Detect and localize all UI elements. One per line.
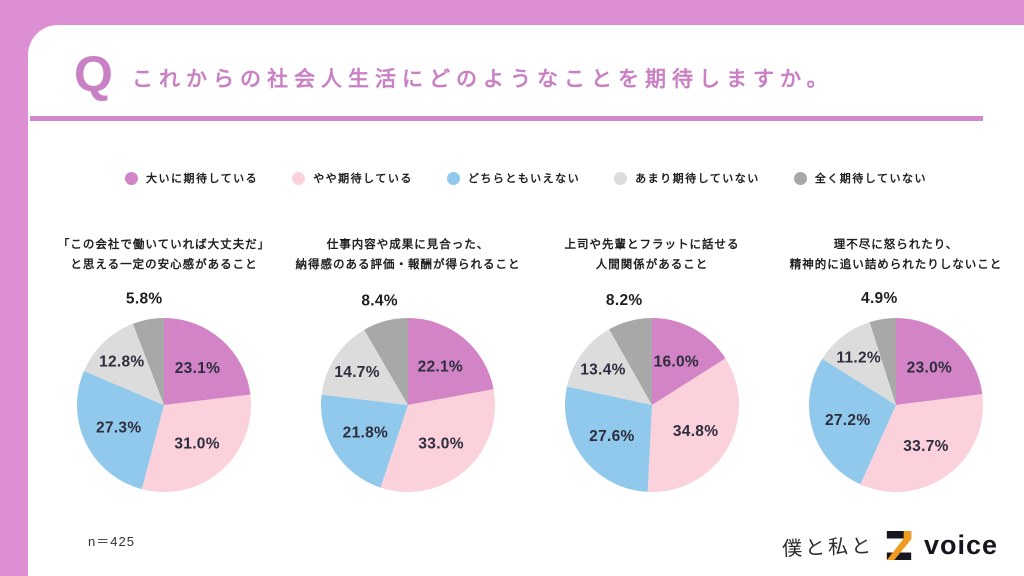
- legend-label: あまり期待していない: [635, 173, 760, 185]
- pie-value-label: 31.0%: [174, 436, 219, 453]
- pie-slice: [132, 318, 164, 405]
- legend-label: どちらともいえない: [467, 173, 581, 185]
- pie-slice: [869, 318, 896, 405]
- legend-dot-neutral: [446, 171, 460, 185]
- legend-item-strongly-expect: 大いに期待している: [125, 170, 258, 186]
- pie-slice: [822, 322, 896, 405]
- pie-slice: [321, 329, 408, 405]
- chart-title-line-1: 「この会社で働いていれば大丈夫だ」: [57, 239, 271, 251]
- pie-chart: 22.1% 33.0% 21.8% 14.7% 8.4%: [321, 292, 495, 492]
- legend-dot-somewhat-expect: [292, 171, 306, 185]
- legend-label: 大いに期待している: [146, 173, 259, 185]
- pie-chart-fair-evaluation: 仕事内容や成果に見合った、 納得感のある評価・報酬が得られること 22.1% 33…: [286, 235, 530, 499]
- legend-item-not-at-all-expect: 全く期待していない: [793, 170, 927, 186]
- pie-value-label: 33.7%: [903, 438, 948, 455]
- legend: 大いに期待している やや期待している どちらともいえない あまり期待していない …: [28, 170, 1024, 186]
- card-content-layer: Q これからの社会人生活にどのようなことを期待しますか。 大いに期待している や…: [28, 25, 1024, 576]
- pie-value-label: 33.0%: [418, 436, 463, 453]
- pie-value-label: 21.8%: [343, 425, 388, 442]
- z-logo-icon: [886, 530, 912, 560]
- pie-value-label: 23.0%: [907, 360, 952, 377]
- pie-slice: [380, 389, 495, 492]
- pie-value-label: 16.0%: [654, 353, 699, 370]
- chart-title: 仕事内容や成果に見合った、 納得感のある評価・報酬が得られること: [296, 235, 521, 277]
- legend-label: 全く期待していない: [814, 173, 927, 185]
- pie-chart-flat-relationships: 上司や先輩とフラットに話せる 人間関係があること 16.0% 34.8% 27.6%…: [530, 235, 774, 499]
- chart-title: 理不尽に怒られたり、 精神的に追い詰められたりしないこと: [790, 235, 1003, 277]
- legend-item-somewhat-expect: やや期待している: [292, 170, 413, 186]
- brand-script-text: 僕と私と: [781, 534, 875, 561]
- pie-slice: [321, 394, 408, 488]
- pie-slice: [647, 358, 740, 493]
- legend-dot-not-at-all-expect: [793, 171, 807, 185]
- pie-value-label: 14.7%: [334, 364, 379, 381]
- legend-item-not-much-expect: あまり期待していない: [614, 170, 760, 186]
- page-title: これからの社会人生活にどのようなことを期待しますか。: [132, 68, 834, 91]
- pie-value-label: 4.9%: [861, 290, 898, 307]
- chart-title-line-2: 納得感のある評価・報酬が得られること: [295, 259, 521, 272]
- pie-value-label: 12.8%: [99, 354, 144, 371]
- chart-title-line-2: 人間関係があること: [595, 259, 709, 272]
- pie-chart: 23.0% 33.7% 27.2% 11.2% 4.9%: [809, 290, 983, 492]
- pie-value-label: 8.2%: [606, 292, 643, 309]
- title-divider: [30, 116, 983, 121]
- pie-slice: [860, 394, 983, 492]
- chart-title-line-1: 上司や先輩とフラットに話せる: [564, 239, 740, 251]
- legend-dot-not-much-expect: [614, 171, 628, 185]
- pie-value-label: 5.8%: [126, 290, 163, 307]
- pie-slice: [83, 323, 164, 405]
- pie-slice: [652, 318, 726, 405]
- pie-chart: 23.1% 31.0% 27.3% 12.8% 5.8%: [76, 290, 251, 493]
- pie-value-label: 11.2%: [836, 349, 881, 366]
- brand-logo: 僕と私と voice: [782, 528, 998, 562]
- pie-value-label: 27.3%: [96, 420, 141, 437]
- pie-slice: [609, 318, 652, 405]
- question-mark-icon: Q: [74, 46, 113, 102]
- pie-value-label: 8.4%: [361, 292, 398, 309]
- chart-title-line-1: 理不尽に怒られたり、: [833, 239, 959, 251]
- pie-slice: [76, 370, 164, 490]
- chart-title-line-2: 精神的に追い詰められたりしないこと: [789, 259, 1003, 272]
- sample-size-label: n＝425: [88, 534, 135, 549]
- chart-title: 「この会社で働いていれば大丈夫だ」 と思える一定の安心感があること: [58, 235, 270, 277]
- chart-title: 上司や先輩とフラットに話せる 人間関係があること: [565, 235, 740, 277]
- pie-chart: 16.0% 34.8% 27.6% 13.4% 8.2%: [565, 292, 740, 493]
- pie-value-label: 13.4%: [580, 361, 625, 378]
- chart-title-line-1: 仕事内容や成果に見合った、: [326, 239, 490, 251]
- pie-slice: [364, 318, 408, 405]
- pie-slice: [566, 329, 652, 405]
- chart-title-line-2: と思える一定の安心感があること: [70, 259, 258, 272]
- legend-label: やや期待している: [313, 173, 413, 185]
- pie-slice: [164, 318, 251, 405]
- pie-slice: [809, 358, 896, 485]
- pie-chart-job-security: 「この会社で働いていれば大丈夫だ」 と思える一定の安心感があること 23.1% 3…: [42, 235, 286, 499]
- legend-dot-strongly-expect: [125, 171, 139, 185]
- charts-row: 「この会社で働いていれば大丈夫だ」 と思える一定の安心感があること 23.1% 3…: [42, 235, 1018, 499]
- pie-value-label: 23.1%: [175, 360, 220, 377]
- pie-slice: [565, 386, 652, 492]
- pie-value-label: 34.8%: [673, 423, 718, 440]
- pie-slice: [408, 318, 494, 405]
- pie-slice: [896, 318, 983, 405]
- pie-value-label: 22.1%: [418, 359, 463, 376]
- legend-item-neutral: どちらともいえない: [446, 170, 581, 186]
- pie-value-label: 27.2%: [825, 412, 870, 429]
- pie-value-label: 27.6%: [589, 428, 634, 445]
- pie-chart-no-harassment: 理不尽に怒られたり、 精神的に追い詰められたりしないこと 23.0% 33.7% 2…: [774, 235, 1018, 499]
- pie-slice: [141, 394, 251, 493]
- brand-voice-text: voice: [923, 529, 998, 560]
